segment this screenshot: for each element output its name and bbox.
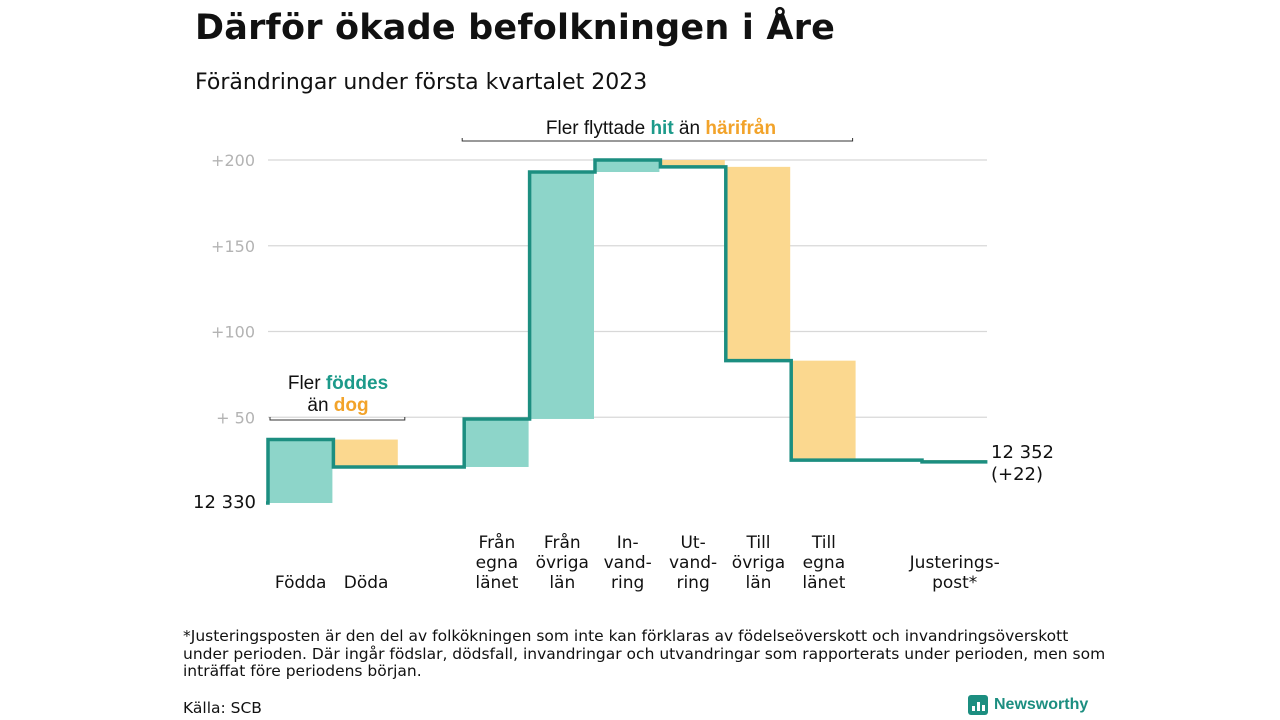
x-category-label: övriga bbox=[536, 553, 589, 573]
y-tick-label: + 50 bbox=[216, 408, 255, 427]
y-tick-label: +100 bbox=[211, 323, 255, 342]
x-category-label: Födda bbox=[275, 573, 327, 593]
step-line bbox=[266, 158, 988, 505]
y-tick-label: +200 bbox=[211, 151, 255, 170]
annotation-births: än dog bbox=[307, 395, 368, 416]
x-category-label: vand- bbox=[604, 553, 652, 573]
x-category-label: vand- bbox=[669, 553, 717, 573]
bar-chart-icon bbox=[968, 695, 988, 715]
footnote: *Justeringsposten är den del av folkökni… bbox=[183, 627, 1106, 680]
x-category-label: län bbox=[746, 573, 772, 593]
x-category-label: Justerings- bbox=[909, 553, 1000, 573]
x-category-label: egna bbox=[476, 553, 518, 573]
waterfall-bar bbox=[269, 439, 333, 503]
y-tick-label: +150 bbox=[211, 237, 255, 256]
waterfall-bar bbox=[334, 439, 398, 467]
x-category-label: Från bbox=[544, 532, 581, 553]
x-category-label: länet bbox=[802, 573, 845, 593]
annotation-text-part: än bbox=[307, 395, 333, 416]
annotation-text-part: härifrån bbox=[705, 118, 776, 139]
annotation-bracket bbox=[461, 138, 854, 142]
annotation-bracket bbox=[269, 417, 406, 421]
annotation-text-part: Fler bbox=[288, 373, 326, 394]
waterfall-bar bbox=[465, 418, 529, 467]
annotation-text-part: Fler flyttade bbox=[546, 118, 651, 139]
brand-logo: Newsworthy bbox=[968, 695, 1088, 715]
start-value-label: 12 330 bbox=[193, 492, 256, 513]
chart-title: Därför ökade befolkningen i Åre bbox=[195, 8, 836, 48]
waterfall-bar bbox=[726, 166, 791, 361]
x-category-label: Från bbox=[479, 532, 516, 553]
annotation-text-part: än bbox=[674, 118, 706, 139]
waterfall-bar bbox=[792, 360, 856, 461]
annotation-migration: Fler flyttade hit än härifrån bbox=[546, 118, 776, 139]
x-category-label: övriga bbox=[732, 553, 785, 573]
annotation-text-part: hit bbox=[650, 118, 674, 139]
annotation-text-part: föddes bbox=[326, 373, 388, 394]
end-value-label: (+22) bbox=[991, 464, 1043, 485]
x-category-label: ring bbox=[611, 573, 644, 593]
chart-subtitle: Förändringar under första kvartalet 2023 bbox=[195, 70, 648, 95]
x-category-label: Döda bbox=[344, 573, 389, 593]
x-category-label: ring bbox=[676, 573, 709, 593]
waterfall-bar bbox=[530, 172, 594, 419]
x-category-label: Till bbox=[811, 533, 836, 553]
x-category-label: post* bbox=[932, 573, 977, 593]
x-category-label: egna bbox=[803, 553, 845, 573]
end-value-label: 12 352 bbox=[991, 442, 1054, 463]
annotation-text-part: dog bbox=[334, 395, 369, 416]
x-category-label: In- bbox=[617, 533, 639, 553]
waterfall-bar bbox=[596, 160, 660, 173]
x-category-label: länet bbox=[475, 573, 518, 593]
x-category-label: Ut- bbox=[680, 533, 705, 553]
source-label: Källa: SCB bbox=[183, 699, 262, 717]
x-category-label: Till bbox=[745, 533, 770, 553]
brand-name: Newsworthy bbox=[994, 696, 1089, 713]
x-category-label: län bbox=[549, 573, 575, 593]
annotation-births: Fler föddes bbox=[288, 373, 388, 394]
waterfall-bar bbox=[661, 160, 725, 167]
